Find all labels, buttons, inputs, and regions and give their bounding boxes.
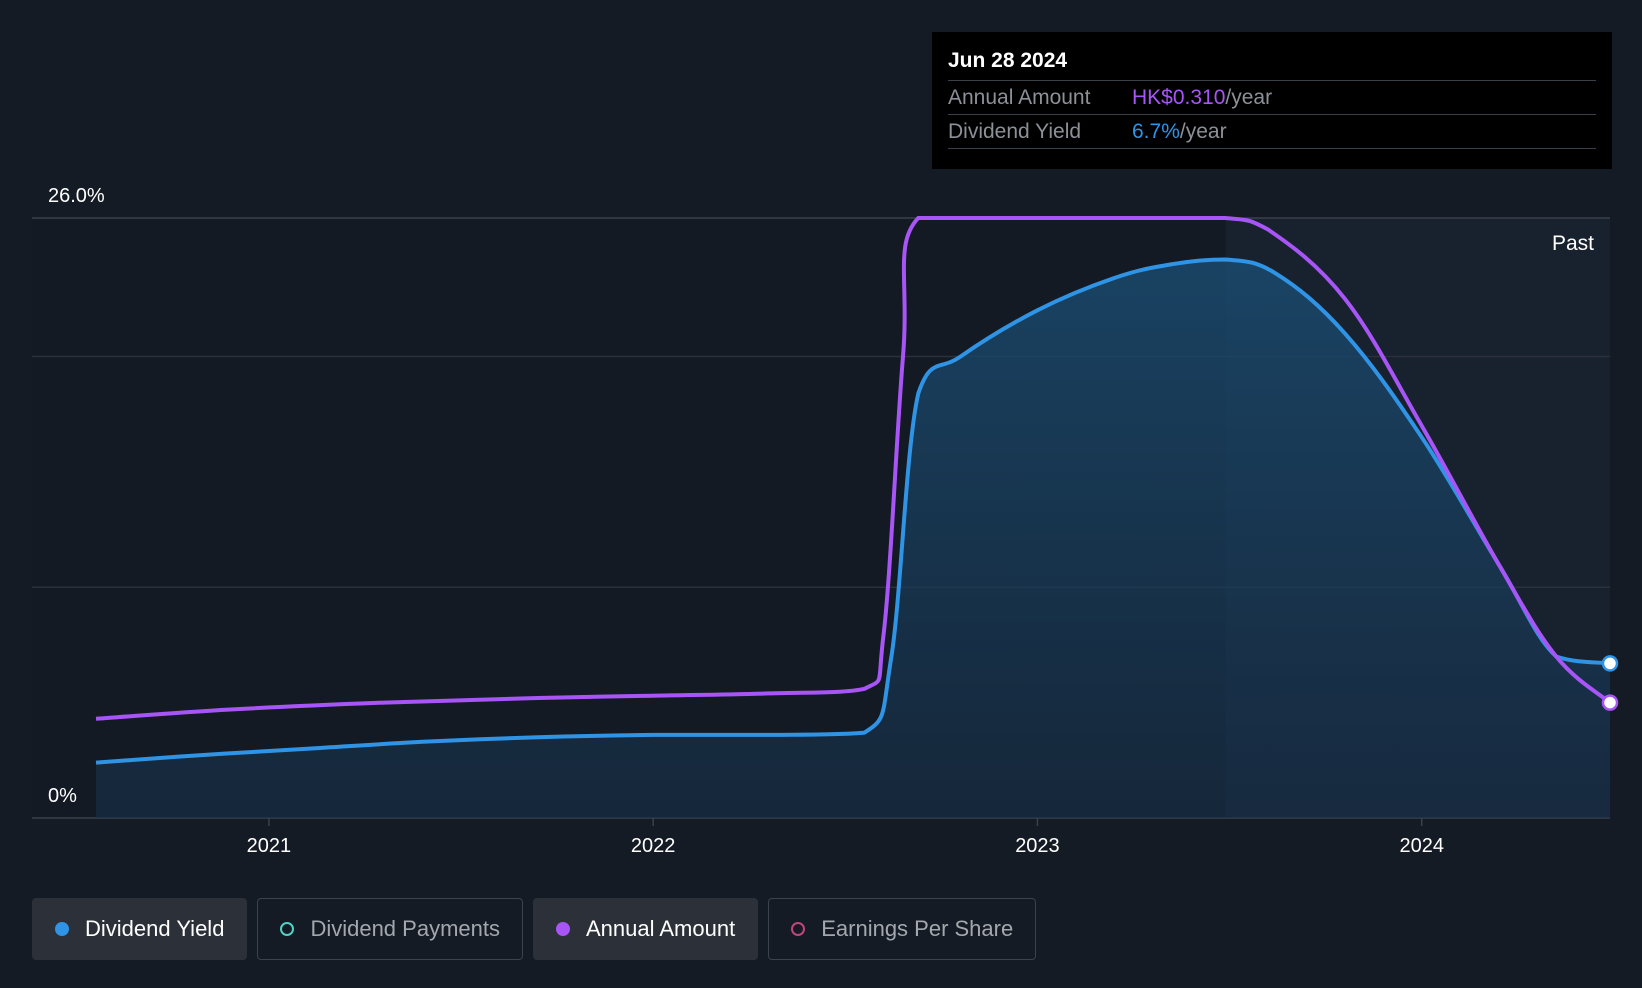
annual-amount-line bbox=[95, 215, 1612, 721]
tooltip-label: Dividend Yield bbox=[948, 120, 1082, 143]
x-tick-label: 2021 bbox=[247, 835, 292, 857]
legend-earnings-per-share-button[interactable]: Earnings Per Share bbox=[768, 898, 1037, 960]
dividend-yield-line bbox=[95, 257, 1611, 765]
legend-label: Annual Amount bbox=[585, 916, 736, 941]
y-axis-max-label: 26.0% bbox=[48, 185, 105, 207]
legend-label: Dividend Yield bbox=[85, 916, 225, 941]
legend: Dividend Yield Dividend Payments Annual … bbox=[32, 898, 1037, 960]
legend-dividend-yield-button[interactable]: Dividend Yield bbox=[32, 898, 248, 960]
tooltip-suffix: /year bbox=[1179, 120, 1227, 143]
x-tick-label: 2023 bbox=[1015, 835, 1060, 857]
tooltip-row-annual-amount: Annual Amount HK$0.310/year bbox=[948, 80, 1596, 114]
legend-label: Earnings Per Share bbox=[821, 916, 1014, 941]
past-label: Past bbox=[1552, 232, 1594, 255]
filled-circle-icon bbox=[555, 922, 570, 936]
tooltip-label: Annual Amount bbox=[948, 86, 1091, 109]
filled-circle-icon bbox=[55, 922, 69, 936]
tooltip: Jun 28 2024 Annual Amount HK$0.310/year … bbox=[932, 32, 1612, 169]
dividend-yield-area bbox=[96, 259, 1610, 818]
tooltip-row-dividend-yield: Dividend Yield 6.7%/year bbox=[948, 114, 1596, 149]
tooltip-date: Jun 28 2024 bbox=[948, 49, 1068, 72]
x-tick-label: 2022 bbox=[631, 835, 676, 857]
x-tick-label: 2024 bbox=[1399, 835, 1444, 857]
tooltip-suffix: /year bbox=[1225, 86, 1273, 109]
tooltip-yield-value: 6.7% bbox=[1132, 120, 1180, 143]
legend-dividend-payments-button[interactable]: Dividend Payments bbox=[257, 898, 523, 960]
dividend-yield-endpoint bbox=[1601, 655, 1619, 672]
ring-circle-icon bbox=[791, 922, 806, 936]
y-axis-min-label: 0% bbox=[48, 785, 77, 807]
ring-circle-icon bbox=[280, 922, 295, 936]
legend-annual-amount-button[interactable]: Annual Amount bbox=[532, 898, 759, 960]
legend-label: Dividend Payments bbox=[310, 916, 500, 941]
tooltip-amount-value: HK$0.310 bbox=[1132, 86, 1226, 109]
annual-amount-endpoint bbox=[1601, 694, 1619, 711]
